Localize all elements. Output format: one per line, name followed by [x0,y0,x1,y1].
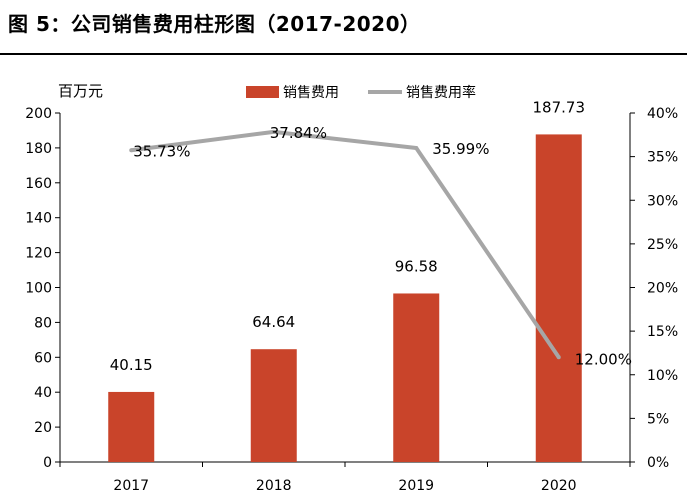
legend-swatch-bar [246,86,279,98]
line-value-label: 12.00% [575,350,632,368]
line-series-path [130,129,561,359]
right-axis-tick-label: 25% [647,237,678,253]
right-axis-tick-label: 20% [647,281,678,297]
left-axis-tick-label: 160 [25,176,52,192]
legend-label-line: 销售费用率 [406,84,476,101]
line-value-label: 35.99% [432,140,489,158]
left-axis-unit-label: 百万元 [58,82,103,100]
bar-2019 [393,293,440,462]
right-axis-tick-label: 5% [647,411,669,427]
title-divider [0,53,687,55]
left-axis-tick-label: 100 [25,281,52,297]
left-axis-tick-label: 0 [43,455,52,471]
right-axis-tick-label: 35% [647,150,678,166]
legend-label-bar: 销售费用 [283,85,339,101]
left-axis-tick-label: 200 [25,106,52,122]
bar-value-label: 64.64 [252,313,295,331]
right-axis-tick-label: 0% [647,455,669,471]
left-axis-tick-label: 140 [25,211,52,227]
left-axis-tick-label: 40 [34,385,52,401]
x-axis-tick-label: 2019 [398,478,434,494]
right-axis-tick-label: 30% [647,193,678,209]
left-axis-tick-label: 60 [34,350,52,366]
x-axis-tick-label: 2018 [256,478,292,494]
line-value-label: 35.73% [133,142,190,160]
x-axis-tick-label: 2017 [113,478,149,494]
line-point-2020 [556,355,561,360]
left-axis-tick-label: 180 [25,141,52,157]
bar-value-label: 40.15 [110,356,153,374]
bar-value-label: 187.73 [533,98,586,116]
bar-2020 [535,134,582,463]
left-axis-tick-label: 80 [34,315,52,331]
line-value-label: 37.84% [270,124,327,142]
left-axis-tick-label: 20 [34,420,52,436]
x-axis-tick-label: 2020 [541,478,577,494]
bar-2017 [108,391,155,462]
left-axis-tick-label: 120 [25,246,52,262]
line-point-2019 [414,145,419,150]
bar-2018 [250,349,297,462]
right-axis-tick-label: 15% [647,324,678,340]
figure-title: 图 5：公司销售费用柱形图（2017-2020） [8,12,421,36]
legend: 销售费用 销售费用率 [246,84,476,101]
right-axis-tick-label: 10% [647,368,678,384]
right-axis-tick-label: 40% [647,106,678,122]
line-point-2018 [271,129,276,134]
line-point-2017 [129,148,134,153]
bar-value-label: 96.58 [395,257,438,275]
